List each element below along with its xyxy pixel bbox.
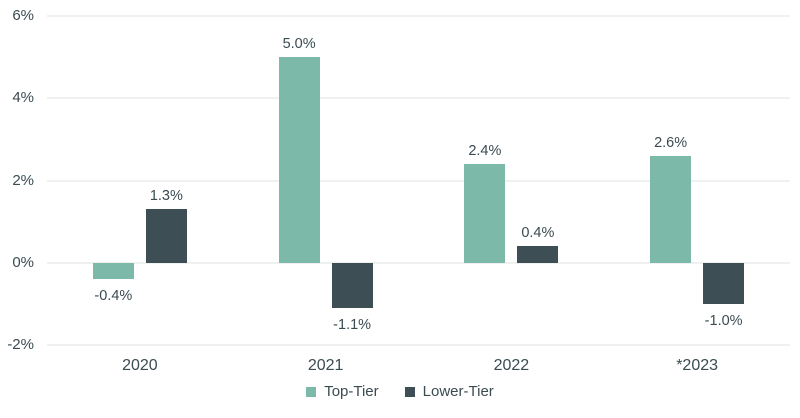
bar-top-tier-2021 — [278, 57, 320, 263]
gridline-6 — [47, 15, 790, 17]
y-tick-label-2: -2% — [7, 336, 34, 353]
bar-top-tier-2020 — [92, 262, 134, 280]
legend-label-lower-tier: Lower-Tier — [422, 383, 494, 400]
gridline-4 — [47, 97, 790, 100]
bar-lower-tier-2022 — [517, 246, 559, 263]
bar-top-tier-2023 — [650, 155, 692, 263]
legend: Top-Tier Lower-Tier — [0, 383, 800, 401]
data-label-lower-tier-2021: -1.1% — [333, 316, 372, 333]
x-tick-label-2021: 2021 — [307, 357, 344, 374]
data-label-top-tier-2023: 2.6% — [654, 134, 688, 151]
bar-lower-tier-2023 — [703, 262, 745, 304]
gridline-2 — [47, 179, 790, 182]
x-tick-label-2020: 2020 — [122, 357, 158, 374]
x-axis: 2020 2021 2022 *2023 — [47, 356, 790, 378]
gridline-0 — [47, 261, 790, 264]
data-label-lower-tier-2022: 0.4% — [521, 225, 555, 242]
legend-swatch-lower-tier — [404, 387, 415, 397]
data-label-lower-tier-2023: -1.0% — [704, 312, 743, 329]
x-tick-label-2022: 2022 — [493, 357, 530, 374]
legend-label-top-tier: Top-Tier — [324, 383, 379, 400]
y-tick-label-6: 6% — [12, 7, 34, 24]
y-tick-label-0: 0% — [12, 253, 34, 271]
data-label-top-tier-2020: -0.4% — [94, 288, 133, 305]
data-label-top-tier-2022: 2.4% — [468, 143, 502, 160]
plot-area: -0.4% 1.3% 5.0% -1.1% 2.4% 0.4% 2.6% -1.0% — [47, 15, 790, 346]
y-tick-label-2: 2% — [12, 171, 34, 189]
bar-lower-tier-2020 — [145, 209, 187, 263]
data-label-top-tier-2021: 5.0% — [282, 36, 316, 53]
bar-lower-tier-2021 — [331, 262, 373, 308]
bar-top-tier-2022 — [464, 164, 506, 263]
gridline-2 — [47, 344, 790, 346]
y-axis: 6% 4% 2% 0% -2% — [0, 0, 34, 353]
legend-item-top-tier: Top-Tier — [306, 383, 379, 401]
y-tick-label-4: 4% — [12, 89, 34, 107]
data-label-lower-tier-2020: 1.3% — [149, 188, 183, 205]
x-tick-label-2023: *2023 — [676, 357, 719, 374]
legend-swatch-top-tier — [306, 387, 317, 397]
legend-item-lower-tier: Lower-Tier — [404, 383, 494, 401]
